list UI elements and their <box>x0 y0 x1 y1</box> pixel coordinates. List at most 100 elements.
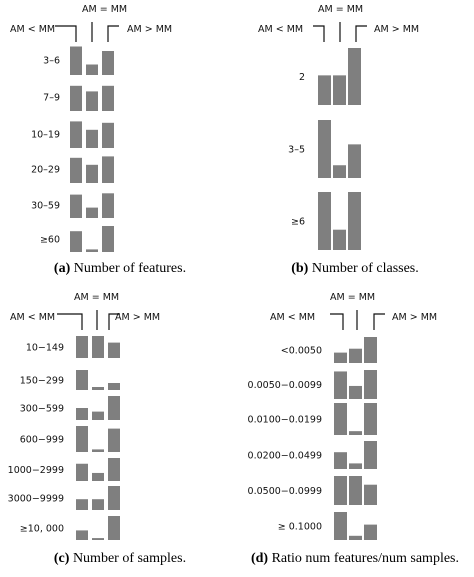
panel-d-bar-eq <box>349 476 362 505</box>
panel-a-bar-eq <box>86 129 98 148</box>
panel-b-bar-gt <box>348 192 361 250</box>
panel-c-bar-gt <box>108 428 120 452</box>
panel-a-bar-eq <box>86 249 98 252</box>
panel-c-caption: (c) Number of samples. <box>54 551 186 566</box>
panel-c-bar-eq <box>92 499 104 510</box>
panel-d-bar-gt <box>364 441 377 469</box>
panel-c-row-label: 300−599 <box>20 404 64 415</box>
panel-a-bar-gt <box>102 122 114 148</box>
panel-d-bar-gt <box>364 337 377 363</box>
panel-a-bar-lt <box>70 85 82 111</box>
panel-c-bar-eq <box>92 538 104 540</box>
panel-c-bar-gt <box>108 516 120 540</box>
panel-d-bar-lt <box>334 476 347 505</box>
panel-b-row-label: ≥6 <box>291 217 305 228</box>
panel-b-row-label: 2 <box>299 72 305 83</box>
panel-d-bracket-left <box>330 313 344 330</box>
panel-c-row-label: 10−149 <box>26 343 64 354</box>
panel-a-bar-gt <box>102 226 114 252</box>
panel-c-row-label: 150−299 <box>20 376 64 387</box>
panel-a-bar-lt <box>70 194 82 218</box>
panel-d-row-label: 0.0050−0.0099 <box>248 380 322 391</box>
panel-a-bar-gt <box>102 51 114 75</box>
panel-b-caption-text: Number of classes. <box>308 261 418 276</box>
panel-b-header-left: AM < MM <box>258 24 303 35</box>
panel-c-bar-eq <box>92 472 104 481</box>
panel-a-row-label: 10–19 <box>31 130 60 141</box>
panel-a-bar-eq <box>86 91 98 111</box>
panel-b-caption: (b) Number of classes. <box>291 261 419 276</box>
panel-a-bar-eq <box>86 164 98 183</box>
panel-a-bar-eq <box>86 64 98 75</box>
panel-d-bar-lt <box>334 452 347 469</box>
panel-b-header-right: AM > MM <box>374 24 419 35</box>
panel-d-header-right: AM > MM <box>392 312 437 323</box>
panel-c-bar-lt <box>76 499 88 510</box>
panel-d-bar-lt <box>334 352 347 363</box>
panel-a-bar-lt <box>70 121 82 148</box>
panel-b-bar-eq <box>333 229 346 250</box>
panel-c-bar-gt <box>108 396 120 420</box>
panel-d-bar-lt <box>334 371 347 399</box>
panel-d-bar-gt <box>364 370 377 399</box>
panel-a-row-label: 30–59 <box>31 201 60 212</box>
panel-d-caption: (d) Ratio num features/num samples. <box>251 551 459 566</box>
panel-c-bar-lt <box>76 463 88 481</box>
panel-d-bar-lt <box>334 403 347 435</box>
panel-c-header-right: AM > MM <box>115 312 160 323</box>
panel-b-caption-letter: (b) <box>291 261 308 276</box>
panel-c-header-mid: AM = MM <box>74 292 119 303</box>
panel-b-bracket-left <box>313 25 325 42</box>
panel-d-bar-eq <box>349 535 362 540</box>
panel-c-row-label: ≥10, 000 <box>20 524 64 535</box>
panel-b-bar-lt <box>318 75 331 105</box>
panel-b-bar-lt <box>318 120 331 178</box>
panel-a-row-label: 3–6 <box>43 56 60 67</box>
panel-c-bar-eq <box>92 336 104 358</box>
panel-d-bar-gt <box>364 403 377 435</box>
panel-d-header-mid: AM = MM <box>330 292 375 303</box>
panel-c-bar-eq <box>92 387 104 390</box>
panel-c-bar-lt <box>76 530 88 540</box>
panel-d-header-left: AM < MM <box>270 312 315 323</box>
panel-b-bar-eq <box>333 165 346 178</box>
panel-c-bar-gt <box>108 383 120 390</box>
panel-c-bar-gt <box>108 342 120 358</box>
panel-a-caption-letter: (a) <box>54 261 71 276</box>
panel-d-bar-eq <box>349 431 362 435</box>
panel-d-caption-text: Ratio num features/num samples. <box>268 551 459 566</box>
panel-c-bar-lt <box>76 426 88 452</box>
panel-d-row-label: 0.0100−0.0199 <box>248 415 322 426</box>
panel-c-row-label: 3000−9999 <box>8 494 64 505</box>
panel-a-header-left: AM < MM <box>10 24 55 35</box>
panel-c-bar-gt <box>108 458 120 481</box>
panel-a-bar-lt <box>70 231 82 252</box>
panel-a-row-label: 7–9 <box>43 93 60 104</box>
panel-c-bar-lt <box>76 408 88 420</box>
panel-b-bracket-right <box>355 25 367 42</box>
panel-d-row-label: <0.0050 <box>281 346 322 357</box>
panel-a-bar-gt <box>102 193 114 218</box>
panel-c-caption-letter: (c) <box>54 551 70 566</box>
panel-d-row-label: 0.0500−0.0999 <box>248 486 322 497</box>
panel-c-row-label: 600−999 <box>20 435 64 446</box>
panel-a-bar-lt <box>70 46 82 75</box>
panel-c-bracket-right <box>108 313 120 330</box>
panel-d-bracket-right <box>373 313 385 330</box>
panel-d-bar-lt <box>334 512 347 540</box>
panel-d-bar-eq <box>349 348 362 363</box>
panel-a-bar-gt <box>102 85 114 111</box>
panel-a-bar-lt <box>70 157 82 183</box>
panel-b-bar-gt <box>348 144 361 178</box>
panel-d-row-label: ≥ 0.1000 <box>278 522 322 533</box>
panel-d-bar-gt <box>364 524 377 540</box>
panel-b-row-label: 3–5 <box>288 145 305 156</box>
panel-a-header-mid: AM = MM <box>82 4 127 15</box>
panel-c-bar-eq <box>92 449 104 452</box>
panel-c-bar-eq <box>92 411 104 420</box>
panel-d-bar-eq <box>349 463 362 469</box>
panel-b-bar-gt <box>348 48 361 105</box>
panel-c-row-label: 1000−2999 <box>8 465 64 476</box>
panel-a-caption-text: Number of features. <box>70 261 186 276</box>
